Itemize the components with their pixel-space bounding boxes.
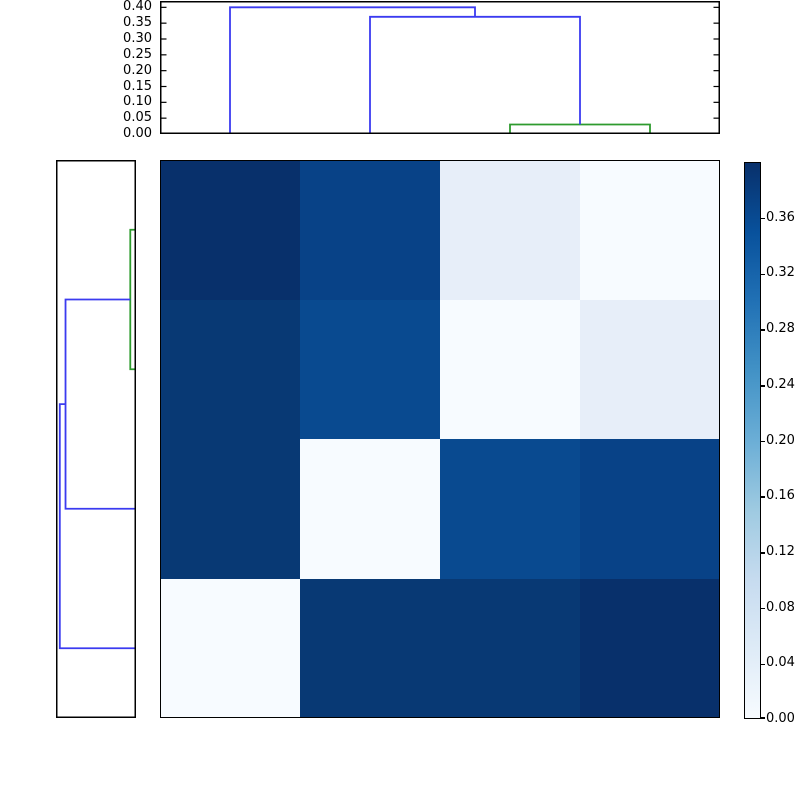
top-dendrogram-ytick-label: 0.20 bbox=[123, 62, 152, 78]
colorbar-tick-mark bbox=[760, 717, 765, 719]
colorbar-tick-mark bbox=[760, 440, 765, 443]
heatmap-cell bbox=[160, 160, 300, 300]
colorbar-tick-label: 0.16 bbox=[766, 488, 795, 504]
dendrogram-link bbox=[369, 15, 581, 134]
dendrogram-link bbox=[229, 6, 476, 134]
colorbar-tick-label: 0.12 bbox=[766, 543, 795, 559]
heatmap-cell bbox=[580, 439, 720, 579]
colorbar-tick-label: 0.00 bbox=[766, 711, 795, 726]
top-dendrogram-ytick-label: 0.40 bbox=[123, 0, 152, 15]
colorbar-tick-mark bbox=[760, 496, 765, 498]
colorbar-tick-mark bbox=[760, 385, 765, 387]
heatmap-cell bbox=[580, 160, 720, 300]
heatmap-cell bbox=[300, 578, 440, 718]
top-dendrogram-ytick-label: 0.15 bbox=[123, 78, 152, 94]
top-dendrogram-ytick-label: 0.05 bbox=[123, 110, 152, 126]
heatmap-grid bbox=[160, 160, 720, 718]
colorbar-tick-label: 0.36 bbox=[766, 209, 795, 225]
heatmap-cell bbox=[160, 299, 300, 439]
heatmap-cell bbox=[580, 299, 720, 439]
top-dendrogram-ytick-label: 0.25 bbox=[123, 46, 152, 62]
axes-frame bbox=[56, 160, 136, 718]
left-dendrogram-plot bbox=[56, 160, 136, 718]
heatmap-cell bbox=[300, 160, 440, 300]
heatmap-cell bbox=[440, 299, 580, 439]
colorbar-tick-label: 0.28 bbox=[766, 321, 795, 337]
colorbar-tick-label: 0.20 bbox=[766, 432, 795, 448]
colorbar-tick-mark bbox=[760, 217, 765, 220]
heatmap-cell bbox=[160, 439, 300, 579]
colorbar-tick-mark bbox=[760, 663, 765, 666]
top-dendrogram-ytick-label: 0.00 bbox=[123, 126, 152, 141]
colorbar-tick-label: 0.32 bbox=[766, 265, 795, 281]
dendrogram-link bbox=[64, 298, 136, 510]
colorbar bbox=[744, 162, 765, 719]
top-dendrogram-ytick-label: 0.10 bbox=[123, 94, 152, 110]
dendrogram-link bbox=[58, 403, 136, 650]
top-dendrogram-plot bbox=[160, 1, 720, 134]
colorbar-tick-mark bbox=[760, 273, 765, 276]
axes-frame bbox=[160, 1, 720, 134]
heatmap-cell bbox=[440, 439, 580, 579]
colorbar-tick-label: 0.04 bbox=[766, 655, 795, 671]
heatmap-cell bbox=[300, 299, 440, 439]
top-dendrogram-axes bbox=[160, 1, 720, 134]
heatmap-axes bbox=[160, 160, 720, 718]
heatmap-cell bbox=[160, 578, 300, 718]
top-dendrogram-ytick-label: 0.30 bbox=[123, 31, 152, 46]
colorbar-tick-mark bbox=[760, 329, 765, 331]
top-dendrogram-ytick-label: 0.35 bbox=[123, 15, 152, 31]
heatmap-cell bbox=[300, 439, 440, 579]
colorbar-tick-mark bbox=[760, 607, 765, 610]
heatmap-cell bbox=[440, 160, 580, 300]
heatmap-cell bbox=[580, 578, 720, 718]
colorbar-tick-mark bbox=[760, 552, 765, 554]
colorbar-tick-label: 0.08 bbox=[766, 599, 795, 615]
left-dendrogram-axes bbox=[56, 160, 136, 718]
heatmap-cell bbox=[440, 578, 580, 718]
colorbar-tick-label: 0.24 bbox=[766, 376, 795, 392]
